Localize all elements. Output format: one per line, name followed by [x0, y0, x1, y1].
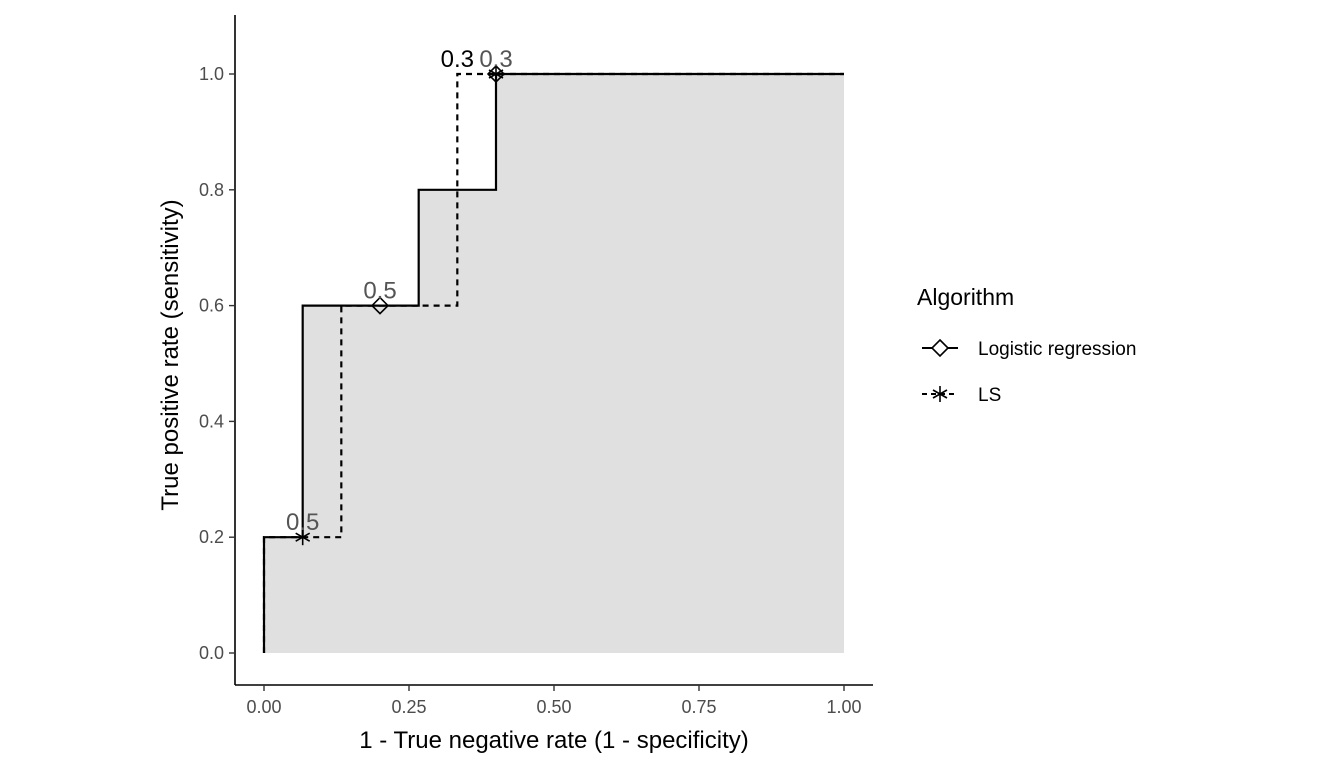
marker-threshold-label: 0.3	[441, 46, 474, 73]
diamond-marker	[370, 296, 390, 315]
legend-label: LS	[978, 385, 1001, 406]
x-tick-label: 0.25	[391, 697, 426, 717]
y-tick-label: 0.8	[199, 180, 224, 200]
marker-threshold-label: 0.5	[363, 278, 396, 305]
series-line-1	[262, 72, 844, 653]
asterisk-icon	[932, 386, 948, 402]
x-tick-label: 0.00	[246, 697, 281, 717]
legend-item-ls: LS	[922, 385, 1001, 406]
legend-label: Logistic regression	[978, 339, 1136, 360]
x-tick-label: 0.50	[536, 697, 571, 717]
legend-title: Algorithm	[917, 284, 1014, 310]
y-tick-label: 1.0	[199, 64, 224, 84]
y-tick-label: 0.4	[199, 411, 224, 431]
x-tick-label: 0.75	[681, 697, 716, 717]
y-tick-label: 0.0	[199, 643, 224, 663]
x-axis-label: 1 - True negative rate (1 - specificity)	[359, 727, 748, 754]
legend-item-logistic-regression: Logistic regression	[922, 338, 1136, 360]
legend: Algorithm Logistic regression LS	[917, 284, 1136, 406]
series-lines	[262, 72, 844, 653]
series-markers: 0.50.30.50.3	[286, 46, 513, 546]
marker-threshold-label: 0.5	[286, 509, 319, 536]
asterisk-marker	[488, 66, 504, 82]
diamond-icon	[930, 338, 950, 358]
x-tick-label: 1.00	[826, 697, 861, 717]
auc-area	[264, 74, 844, 653]
y-tick-label: 0.6	[199, 296, 224, 316]
y-tick-label: 0.2	[199, 527, 224, 547]
axes: 0.00 0.25 0.50 0.75 1.00 0.0 0.2 0.4 0.6 0.8 1.0	[199, 15, 873, 717]
asterisk-marker	[295, 529, 311, 546]
auc-shaded-area	[264, 74, 844, 653]
series-line-0	[262, 72, 844, 653]
y-axis-label: True positive rate (sensitivity)	[157, 199, 184, 510]
